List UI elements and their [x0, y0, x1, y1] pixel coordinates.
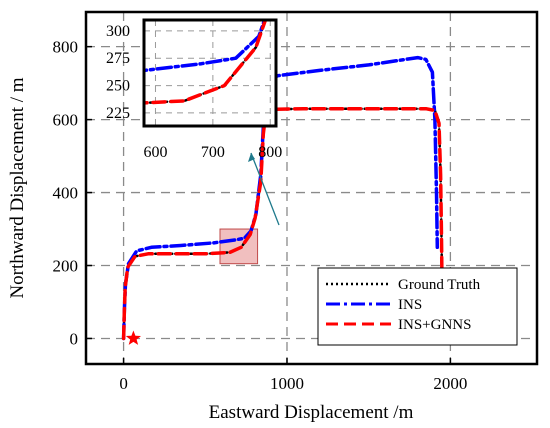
x-tick-label: 2000: [433, 374, 467, 393]
start-marker-layer: [125, 330, 141, 345]
inset-y-tick-label: 275: [106, 50, 130, 67]
x-axis-label: Eastward Displacement /m: [209, 402, 414, 423]
plot-frame: [84, 10, 539, 366]
y-axis-label: Northward Displacement / m: [7, 77, 28, 298]
start-point-star: [125, 330, 141, 345]
series-line-ins-gnns: [121, 106, 444, 341]
y-tick-label: 400: [53, 184, 79, 203]
zoom-connector-arrow: [250, 152, 280, 226]
legend: Ground Truth INS INS+GNNS: [317, 267, 518, 346]
inset-y-tick-label: 225: [106, 105, 130, 122]
plot-area: [121, 55, 444, 341]
axis-ticks: 0 1000 2000 0 200 400 600 800: [53, 38, 468, 393]
x-tick-label: 1000: [270, 374, 304, 393]
legend-label-ins: INS: [398, 297, 422, 313]
y-tick-label: 0: [70, 329, 79, 348]
legend-box: [317, 267, 518, 346]
series-line-ins: [121, 55, 440, 341]
inset-ticks: 600 700 800 225 250 275 300: [106, 23, 282, 161]
y-tick-label: 200: [53, 257, 79, 276]
legend-label-ground-truth: Ground Truth: [398, 277, 481, 293]
inset-y-tick-label: 300: [106, 23, 130, 40]
inset-y-tick-label: 250: [106, 78, 130, 95]
zoom-connector-arrowhead: [248, 153, 255, 162]
inset-x-tick-label: 800: [258, 144, 282, 161]
inset-frame: [142, 18, 278, 128]
inset-background: [144, 20, 276, 126]
x-tick-label: 0: [119, 374, 128, 393]
y-tick-label: 600: [53, 111, 79, 130]
legend-label-ins-gnns: INS+GNNS: [398, 317, 471, 333]
y-tick-label: 800: [53, 38, 79, 57]
inset-x-tick-label: 600: [143, 144, 167, 161]
inset-x-tick-label: 700: [201, 144, 225, 161]
inset-grid: [144, 20, 276, 126]
